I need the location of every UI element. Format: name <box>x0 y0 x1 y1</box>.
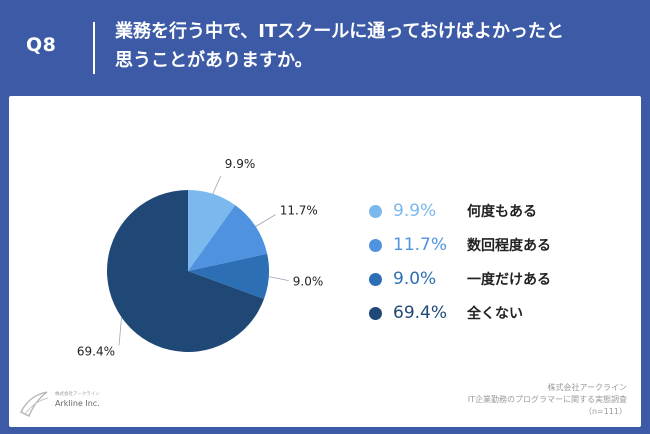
legend-label: 何度もある <box>467 204 537 220</box>
legend-item: 9.9% 何度もある <box>369 194 551 228</box>
question-text: 業務を行う中で、ITスクールに通っておけばよかったと 思うことがありますか。 <box>115 17 635 75</box>
legend-swatch <box>369 306 382 320</box>
legend-item: 69.4% 全くない <box>369 296 551 330</box>
pie-data-label: 9.9% <box>225 157 256 171</box>
pie-leader-line <box>268 276 289 281</box>
pie-data-label: 9.0% <box>293 275 324 289</box>
question-line-1: 業務を行う中で、ITスクールに通っておけばよかったと <box>115 21 564 42</box>
legend-percent: 9.9% <box>393 201 437 221</box>
pie-slice <box>188 205 268 271</box>
pie-slice <box>188 253 269 299</box>
pie-chart: 9.9% 11.7% 9.0% 69.4% <box>77 157 324 358</box>
chart-card: 9.9% 11.7% 9.0% 69.4% 9.9% 何度もある 11.7% 数回程度… <box>9 96 641 427</box>
legend-label: 全くない <box>467 306 523 322</box>
footer-survey: IT企業勤務のプログラマーに関する実態調査 <box>467 395 627 404</box>
legend-label: 数回程度ある <box>467 238 551 254</box>
legend-swatch <box>369 272 382 286</box>
legend-label: 一度だけある <box>467 272 551 288</box>
legend-item: 9.0% 一度だけある <box>369 262 551 296</box>
legend-percent: 11.7% <box>393 235 448 255</box>
pie-leader-line <box>118 317 122 346</box>
pie-data-label: 11.7% <box>280 204 318 218</box>
footer-sample: （n=111） <box>583 407 627 416</box>
legend-swatch <box>369 204 382 218</box>
pie-slice <box>107 190 265 352</box>
pie-slice <box>188 190 236 271</box>
company-logo: 株式会社アークライン Arkline Inc. <box>17 386 107 426</box>
logo-company-name: Arkline Inc. <box>55 399 100 408</box>
chart-footer: 株式会社アークライン IT企業勤務のプログラマーに関する実態調査 （n=111） <box>468 382 627 418</box>
question-line-2: 思うことがありますか。 <box>115 50 313 71</box>
pie-leader-line <box>255 214 276 227</box>
pie-data-label: 69.4% <box>77 344 115 358</box>
question-header: Q8 業務を行う中で、ITスクールに通っておけばよかったと 思うことがありますか… <box>0 0 650 95</box>
logo-mark-icon <box>20 391 49 417</box>
legend-item: 11.7% 数回程度ある <box>369 228 551 262</box>
legend-swatch <box>369 238 382 252</box>
legend-percent: 9.0% <box>393 269 437 289</box>
footer-company: 株式会社アークライン <box>547 383 627 392</box>
question-number: Q8 <box>26 34 57 56</box>
logo-company-small: 株式会社アークライン <box>55 392 100 397</box>
chart-legend: 9.9% 何度もある 11.7% 数回程度ある 9.0% 一度だけある 69.4… <box>369 194 551 330</box>
header-divider <box>93 22 95 74</box>
legend-percent: 69.4% <box>393 303 448 323</box>
pie-leader-line <box>212 175 222 195</box>
